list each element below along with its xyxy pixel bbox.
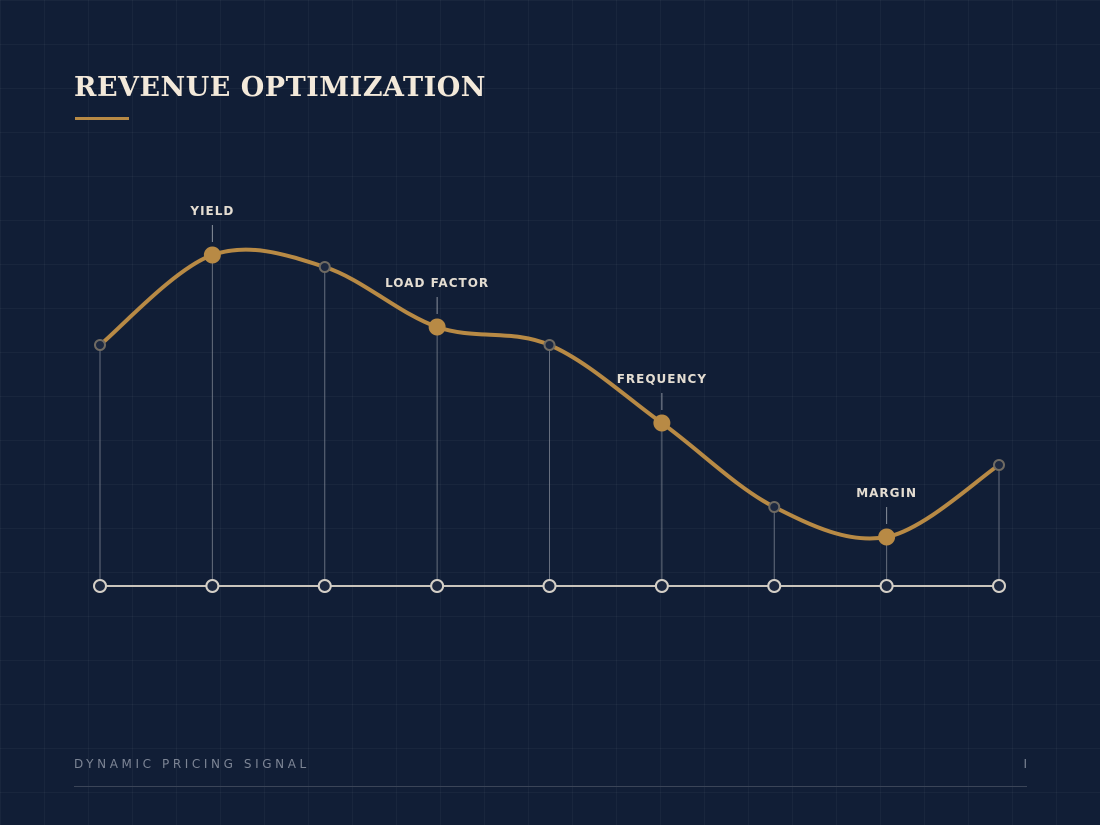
- page-title: REVENUE OPTIMIZATION: [74, 72, 486, 103]
- chart-base-nodes: [93, 579, 1006, 593]
- annotation-label-4: LOAD FACTOR: [385, 276, 489, 290]
- title-underline: [75, 117, 129, 120]
- base-node-7: [767, 579, 782, 593]
- chart-points: [94, 246, 1005, 546]
- base-node-2: [205, 579, 220, 593]
- data-point-7: [768, 501, 781, 513]
- base-node-9: [992, 579, 1006, 593]
- annotation-label-8: MARGIN: [856, 486, 917, 500]
- page-number: I: [1023, 757, 1027, 771]
- data-point-6: [653, 414, 671, 432]
- footer-label: DYNAMIC PRICING SIGNAL: [74, 757, 310, 771]
- chart-labels: YIELD LOAD FACTOR FREQUENCY MARGIN: [189, 204, 917, 524]
- data-point-9: [993, 459, 1005, 471]
- base-node-8: [879, 579, 894, 593]
- base-node-3: [317, 579, 332, 593]
- data-point-4: [428, 318, 446, 336]
- chart-stems: [99, 255, 1000, 586]
- footer-rule: [74, 786, 1027, 787]
- data-point-3: [318, 261, 331, 273]
- data-point-1: [94, 339, 106, 351]
- data-point-8: [878, 528, 896, 546]
- base-node-5: [542, 579, 557, 593]
- base-node-6: [654, 579, 669, 593]
- data-point-5: [543, 339, 556, 351]
- annotation-label-2: YIELD: [189, 204, 234, 218]
- base-node-1: [93, 579, 107, 593]
- data-point-2: [203, 246, 221, 264]
- annotation-label-6: FREQUENCY: [617, 372, 707, 386]
- base-node-4: [430, 579, 445, 593]
